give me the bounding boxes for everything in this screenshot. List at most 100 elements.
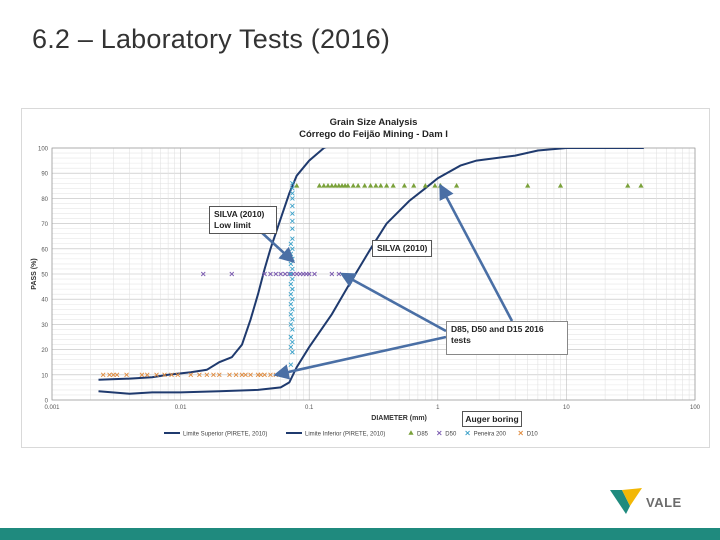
point-peneira-200 [290,317,295,322]
point-peneira-200 [290,191,295,196]
point-d50 [262,271,267,277]
y-tick-label: 40 [41,298,48,304]
x-tick-label: 100 [690,405,701,411]
point-d10 [248,372,253,378]
point-d85 [557,183,564,188]
callout-arrow [339,272,447,333]
point-peneira-200 [288,334,294,340]
point-d85 [345,183,351,188]
x-tick-label: 10 [563,405,570,411]
legend-item: D85 [408,430,429,438]
point-d85 [367,183,374,188]
y-tick-label: 0 [45,399,49,405]
x-tick-label: 1 [436,405,440,411]
point-d10 [139,372,145,378]
point-d85 [321,183,327,188]
y-tick-label: 10 [41,373,48,379]
callout-tests: D85, D50 and D15 2016 tests [446,321,568,355]
legend-label: D85 [417,432,429,438]
legend-item: Peneira 200 [465,430,507,438]
callout-arrow [259,230,296,264]
point-peneira-200 [290,236,295,242]
curve-upper-limit [98,148,327,381]
point-d50 [286,271,292,277]
chart-subtitle: Córrego do Feijão Mining - Dam I [299,129,448,140]
y-tick-label: 20 [41,348,48,354]
point-d85 [401,183,408,188]
point-peneira-200 [290,186,295,191]
point-d85 [525,183,531,188]
point-peneira-200 [290,211,295,216]
y-axis-label: PASS (%) [31,258,38,289]
slide-title: 6.2 – Laboratory Tests (2016) [32,24,391,54]
point-d85 [329,183,335,188]
x-tick-label: 0.1 [305,405,314,411]
point-d10 [111,372,116,378]
point-d50 [329,271,335,277]
legend-label: D50 [445,432,457,438]
point-d10 [175,372,181,378]
point-d85 [294,183,300,188]
point-d85 [625,183,631,188]
legend-label: D10 [527,432,539,438]
point-peneira-200 [290,339,295,345]
y-tick-label: 90 [41,172,48,178]
point-d10 [154,372,159,378]
point-d10 [262,372,267,378]
legend-item: D50 [436,430,457,438]
point-d10 [204,372,210,378]
legend-label: Peneira 200 [474,432,507,438]
x-tick-label: 0.001 [44,405,60,411]
point-peneira-200 [290,218,295,224]
point-d10 [107,372,112,378]
callout-arrow [273,335,447,380]
legend-item: D10 [518,430,539,438]
point-d50 [306,271,312,277]
point-d10 [211,372,216,378]
point-peneira-200 [288,344,294,350]
plot-border [51,147,696,401]
point-d85 [390,183,396,188]
point-peneira-200 [288,322,294,327]
point-d85 [422,183,428,188]
point-d85 [432,183,438,188]
point-d10 [233,372,239,378]
legend-item: Limite Superior (PIRETE, 2010) [164,432,267,438]
point-d85 [355,183,361,188]
y-tick-label: 70 [41,222,48,228]
legend-label: Limite Inferior (PIRETE, 2010) [305,432,385,438]
callout-silva-low: SILVA (2010) Low limit [209,206,277,234]
point-d10 [162,372,167,378]
point-peneira-200 [290,226,295,231]
point-d10 [197,372,202,378]
point-d85 [332,183,339,188]
point-peneira-200 [290,180,295,186]
point-d10 [114,372,120,378]
point-d85 [384,183,390,188]
point-d85 [378,183,384,188]
point-d85 [638,183,644,188]
vale-logo [610,488,642,514]
y-tick-label: 80 [41,197,48,203]
chart-title: Grain Size Analysis [330,117,418,128]
point-d85 [316,183,322,188]
point-d85 [411,183,417,188]
point-peneira-200 [288,291,294,297]
point-d50 [229,271,235,277]
point-d50 [312,271,317,277]
x-tick-label: 0.01 [175,405,187,411]
footer-bar [0,528,720,540]
legend-swatch [408,430,414,435]
point-d85 [373,183,379,188]
point-d85 [325,183,331,188]
auger-boring-label: Auger boring [462,411,522,427]
point-d50 [268,271,273,277]
point-peneira-200 [288,271,294,277]
point-peneira-200 [290,306,295,312]
point-peneira-200 [290,286,295,292]
point-d10 [227,372,232,378]
callout-arrow [439,183,514,322]
x-axis-label: DIAMETER (mm) [371,415,427,422]
legend-swatch [518,430,524,436]
